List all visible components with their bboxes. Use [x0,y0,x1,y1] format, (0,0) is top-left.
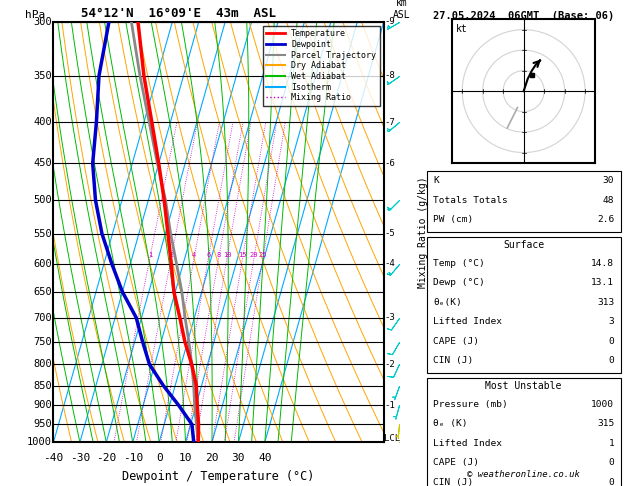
Text: LCL: LCL [384,434,401,443]
Text: kt: kt [456,24,468,34]
Text: 6: 6 [206,252,211,258]
Text: 950: 950 [33,419,52,429]
Text: CAPE (J): CAPE (J) [433,458,479,467]
Legend: Temperature, Dewpoint, Parcel Trajectory, Dry Adiabat, Wet Adiabat, Isotherm, Mi: Temperature, Dewpoint, Parcel Trajectory… [263,26,379,105]
Text: -2: -2 [385,360,396,369]
Text: -6: -6 [385,159,396,168]
FancyBboxPatch shape [426,237,621,373]
Text: Lifted Index: Lifted Index [433,439,502,448]
Text: -3: -3 [385,313,396,322]
Text: -40: -40 [43,453,64,463]
Text: 550: 550 [33,228,52,239]
Text: -9: -9 [385,17,396,26]
Text: Temp (°C): Temp (°C) [433,259,485,268]
Text: -1: -1 [385,401,396,410]
Text: CIN (J): CIN (J) [433,478,473,486]
Text: 1: 1 [148,252,152,258]
Text: Dewpoint / Temperature (°C): Dewpoint / Temperature (°C) [123,469,314,483]
Text: 300: 300 [33,17,52,27]
Text: -7: -7 [385,118,396,127]
Text: 30: 30 [231,453,245,463]
Text: 350: 350 [33,70,52,81]
Text: 1000: 1000 [27,437,52,447]
Text: 1: 1 [608,439,615,448]
Text: 4: 4 [192,252,196,258]
Text: CAPE (J): CAPE (J) [433,337,479,346]
Text: 2.6: 2.6 [597,215,615,224]
Text: © weatheronline.co.uk: © weatheronline.co.uk [467,470,580,479]
Text: 450: 450 [33,158,52,169]
FancyBboxPatch shape [426,171,621,232]
Text: 48: 48 [603,196,615,205]
Text: 0: 0 [608,337,615,346]
Text: CIN (J): CIN (J) [433,356,473,365]
Text: 25: 25 [259,252,267,258]
Text: 315: 315 [597,419,615,428]
Text: Totals Totals: Totals Totals [433,196,508,205]
Text: 10: 10 [179,453,192,463]
Text: 27.05.2024  06GMT  (Base: 06): 27.05.2024 06GMT (Base: 06) [433,11,615,21]
Text: Lifted Index: Lifted Index [433,317,502,326]
Text: Mixing Ratio (g/kg): Mixing Ratio (g/kg) [418,176,428,288]
Text: 2: 2 [169,252,174,258]
Text: -4: -4 [385,260,396,268]
Text: 8: 8 [216,252,221,258]
Text: 800: 800 [33,359,52,369]
Text: 3: 3 [608,317,615,326]
Text: Most Unstable: Most Unstable [486,381,562,391]
Text: 313: 313 [597,298,615,307]
Text: θₑ (K): θₑ (K) [433,419,467,428]
Text: hPa: hPa [25,10,46,20]
Text: Dewp (°C): Dewp (°C) [433,278,485,287]
Text: -10: -10 [123,453,143,463]
Text: km
ASL: km ASL [393,0,411,20]
Text: 13.1: 13.1 [591,278,615,287]
Text: 0: 0 [608,356,615,365]
Text: 600: 600 [33,259,52,269]
Text: 900: 900 [33,400,52,411]
Text: 700: 700 [33,312,52,323]
Text: 400: 400 [33,117,52,127]
Text: PW (cm): PW (cm) [433,215,473,224]
Text: 750: 750 [33,337,52,347]
Text: -8: -8 [385,71,396,80]
Text: 500: 500 [33,195,52,205]
Text: 14.8: 14.8 [591,259,615,268]
Text: -20: -20 [96,453,116,463]
Text: Surface: Surface [503,240,544,250]
Text: 0: 0 [156,453,162,463]
Text: -5: -5 [385,229,396,238]
Text: K: K [433,176,439,185]
Text: 54°12'N  16°09'E  43m  ASL: 54°12'N 16°09'E 43m ASL [81,7,277,20]
Text: 1000: 1000 [591,400,615,409]
Text: 20: 20 [205,453,219,463]
FancyBboxPatch shape [426,378,621,486]
Text: 850: 850 [33,381,52,391]
Text: 0: 0 [608,458,615,467]
Text: θₑ(K): θₑ(K) [433,298,462,307]
Text: 20: 20 [250,252,259,258]
Text: 650: 650 [33,287,52,297]
Text: Pressure (mb): Pressure (mb) [433,400,508,409]
Text: 10: 10 [223,252,231,258]
Text: -30: -30 [70,453,90,463]
Text: 0: 0 [608,478,615,486]
Text: 15: 15 [238,252,247,258]
Text: 40: 40 [258,453,272,463]
Text: 30: 30 [603,176,615,185]
